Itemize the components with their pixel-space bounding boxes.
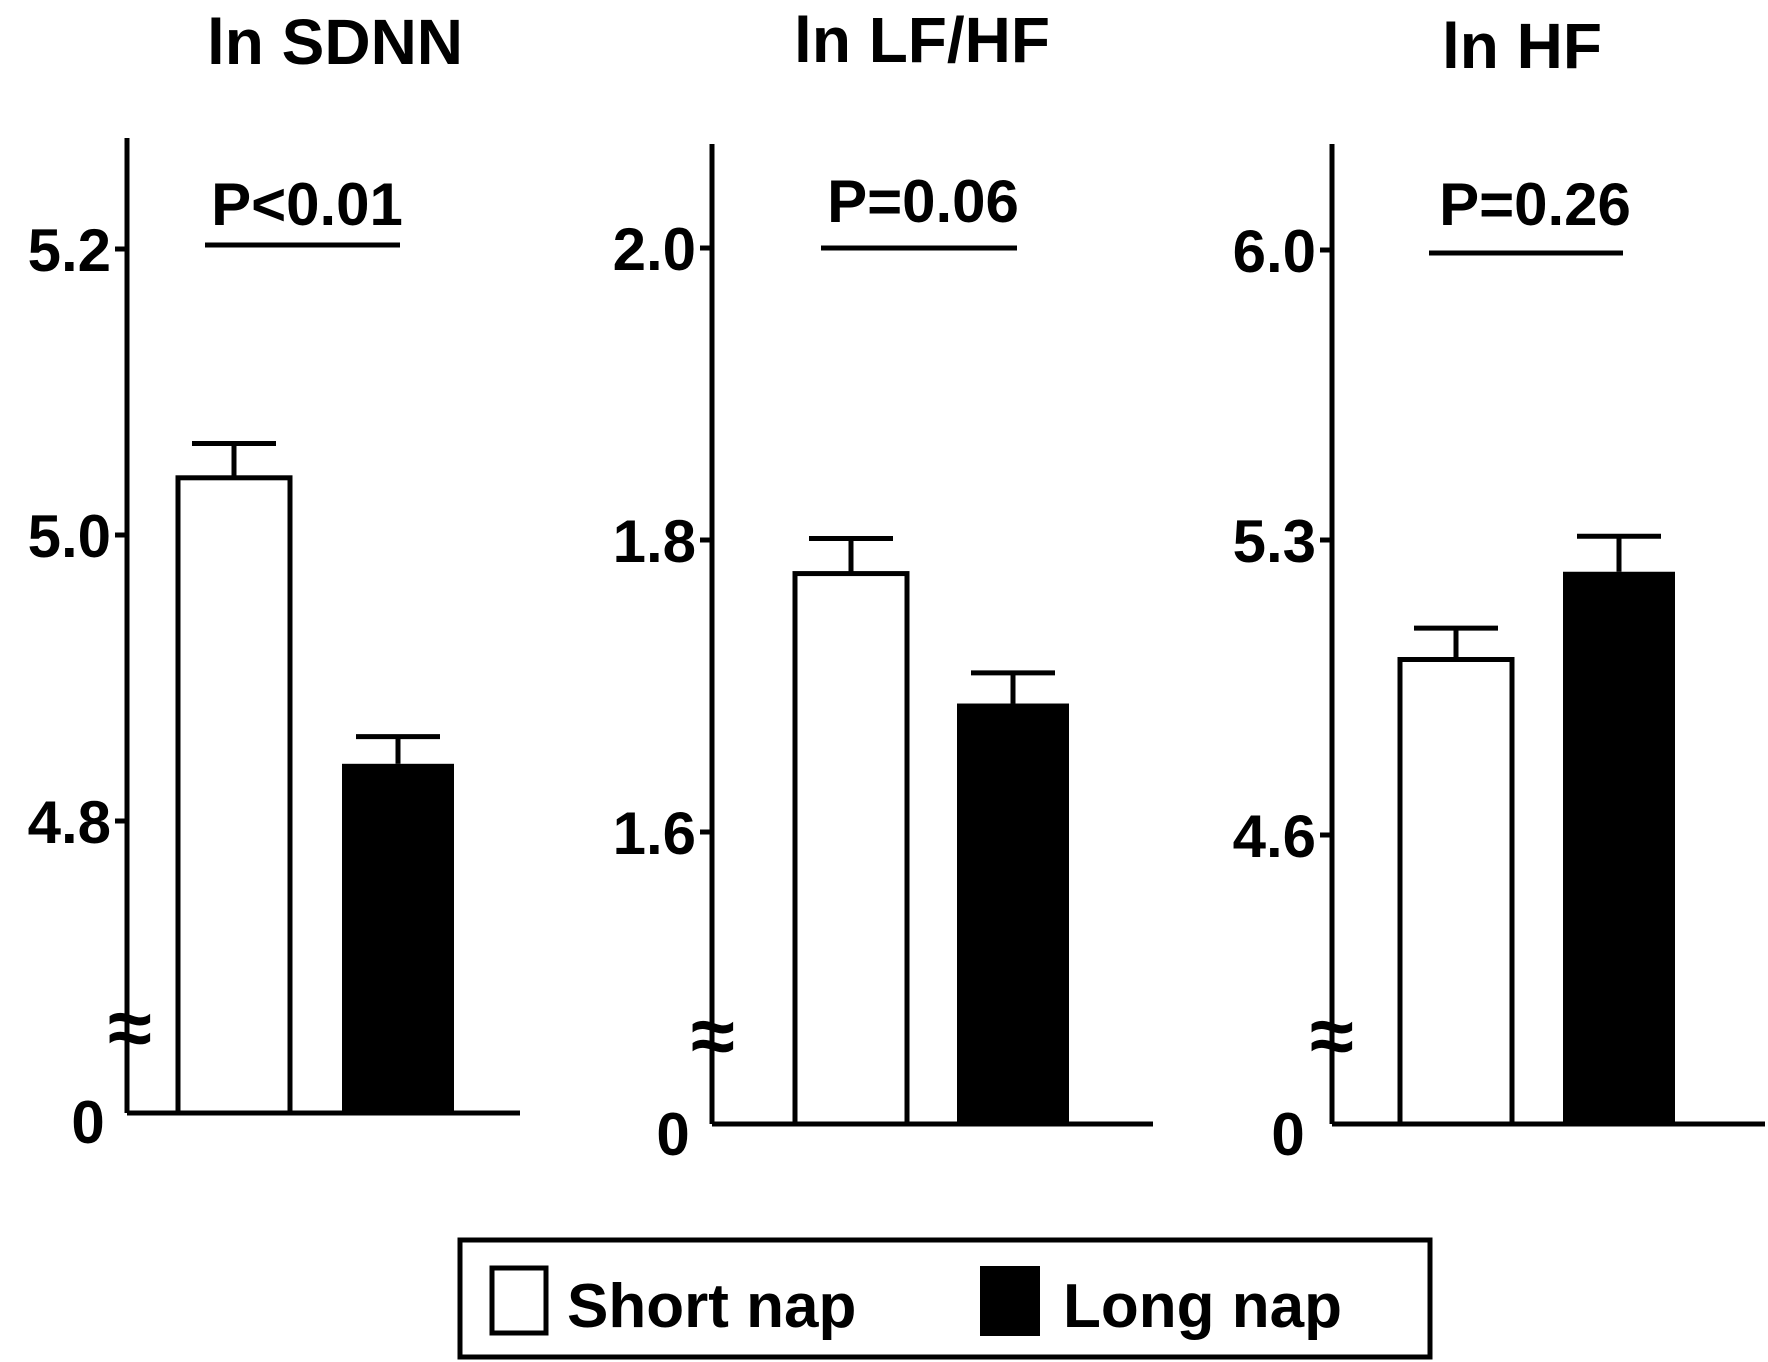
bar-long-nap [957, 703, 1069, 1124]
legend-swatch-long-nap [980, 1266, 1040, 1336]
panel-2: ln LF/HF 1.6 1.8 2.0 0≈ P=0.06 [613, 4, 1153, 1168]
y-zero-label: 0 [1271, 1101, 1304, 1168]
bar-short-nap [175, 475, 293, 1116]
y-tick-label: 4.8 [28, 789, 111, 856]
y-zero-label: 0 [71, 1089, 104, 1156]
y-tick-label: 1.8 [613, 508, 696, 575]
panel-1: ln SDNN 4.8 5.0 5.2 0≈ P<0.01 [28, 6, 520, 1156]
y-tick-label: 5.2 [28, 217, 111, 284]
legend-frame [457, 1237, 1433, 1360]
axis-break-symbol: ≈ [691, 991, 735, 1080]
panel-3: ln HF 4.6 5.3 6.0 0≈ P=0.26 [1233, 10, 1765, 1168]
y-tick-label: 1.6 [613, 800, 696, 867]
axis-break-symbol: ≈ [1310, 991, 1354, 1080]
axis-break-symbol: ≈ [108, 983, 152, 1072]
legend: Short nap Long nap [457, 1237, 1433, 1360]
bar-long-nap [342, 763, 454, 1113]
legend-label-short-nap: Short nap [567, 1272, 856, 1341]
panel-title: ln SDNN [207, 6, 463, 78]
y-tick-label: 4.6 [1233, 803, 1316, 870]
legend-swatch-short-nap [489, 1265, 549, 1336]
panel-title: ln HF [1442, 10, 1602, 82]
y-tick-label: 6.0 [1233, 218, 1316, 285]
y-tick-label: 5.3 [1233, 508, 1316, 575]
y-zero-label: 0 [656, 1101, 689, 1168]
y-tick-label: 2.0 [613, 216, 696, 283]
bar-short-nap [792, 571, 910, 1127]
bar-short-nap [1397, 657, 1515, 1127]
panel-title: ln LF/HF [794, 4, 1050, 76]
bar-long-nap [1563, 571, 1675, 1124]
p-value-label: P=0.26 [1439, 171, 1631, 238]
p-value-label: P=0.06 [827, 168, 1019, 235]
p-value-label: P<0.01 [211, 171, 403, 238]
y-tick-label: 5.0 [28, 503, 111, 570]
legend-label-long-nap: Long nap [1063, 1272, 1342, 1341]
